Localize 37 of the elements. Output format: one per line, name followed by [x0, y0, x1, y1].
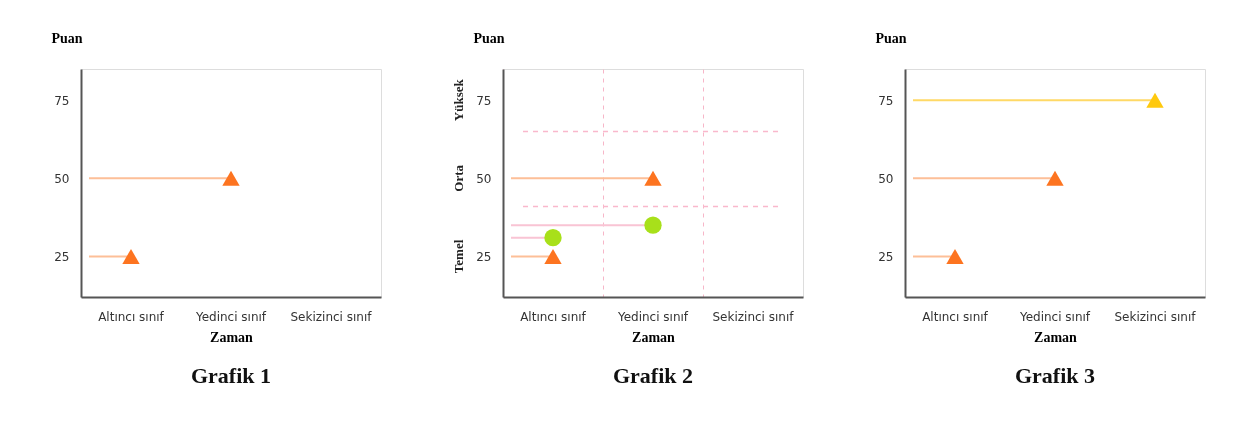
text: Temel — [451, 239, 466, 274]
y-tick-label: 25 — [878, 249, 894, 264]
y-tick-label: 25 — [54, 249, 70, 264]
y-tick-label: 50 — [54, 171, 70, 186]
y-tick-label: 25 — [476, 249, 492, 264]
point — [644, 170, 662, 186]
x-tick-label: Yedinci sınıf — [616, 309, 689, 324]
text: Orta — [451, 164, 466, 192]
x-tick-label: Altıncı sınıf — [922, 309, 989, 324]
y-tick-label: 75 — [54, 93, 70, 108]
point — [644, 216, 662, 234]
y-axis-title: Puan — [473, 30, 505, 46]
point — [544, 248, 562, 264]
x-tick-label: Sekizinci sınıf — [712, 309, 795, 324]
x-tick-label: Yedinci sınıf — [1018, 309, 1091, 324]
y-axis-title: Puan — [875, 30, 907, 46]
point — [946, 248, 964, 264]
text: Grafik 2 — [612, 363, 694, 388]
y-tick-label: 75 — [878, 93, 894, 108]
text: Yüksek — [451, 78, 466, 122]
y-axis-title: Puan — [51, 30, 83, 46]
text: Grafik 3 — [1014, 363, 1096, 388]
x-tick-label: Sekizinci sınıf — [290, 309, 373, 324]
y-tick-label: 75 — [476, 93, 492, 108]
y-tick-label: 50 — [476, 171, 492, 186]
point — [1046, 170, 1064, 186]
x-tick-label: Altıncı sınıf — [98, 309, 165, 324]
y-tick-label: 50 — [878, 171, 894, 186]
x-axis-title: Zaman — [632, 329, 676, 345]
point — [1146, 92, 1164, 108]
x-tick-label: Yedinci sınıf — [194, 309, 267, 324]
x-tick-label: Altıncı sınıf — [520, 309, 587, 324]
text: Grafik 1 — [190, 363, 272, 388]
x-tick-label: Sekizinci sınıf — [1114, 309, 1197, 324]
x-axis-title: Zaman — [1034, 329, 1078, 345]
point — [544, 229, 562, 247]
x-axis-title: Zaman — [210, 329, 254, 345]
